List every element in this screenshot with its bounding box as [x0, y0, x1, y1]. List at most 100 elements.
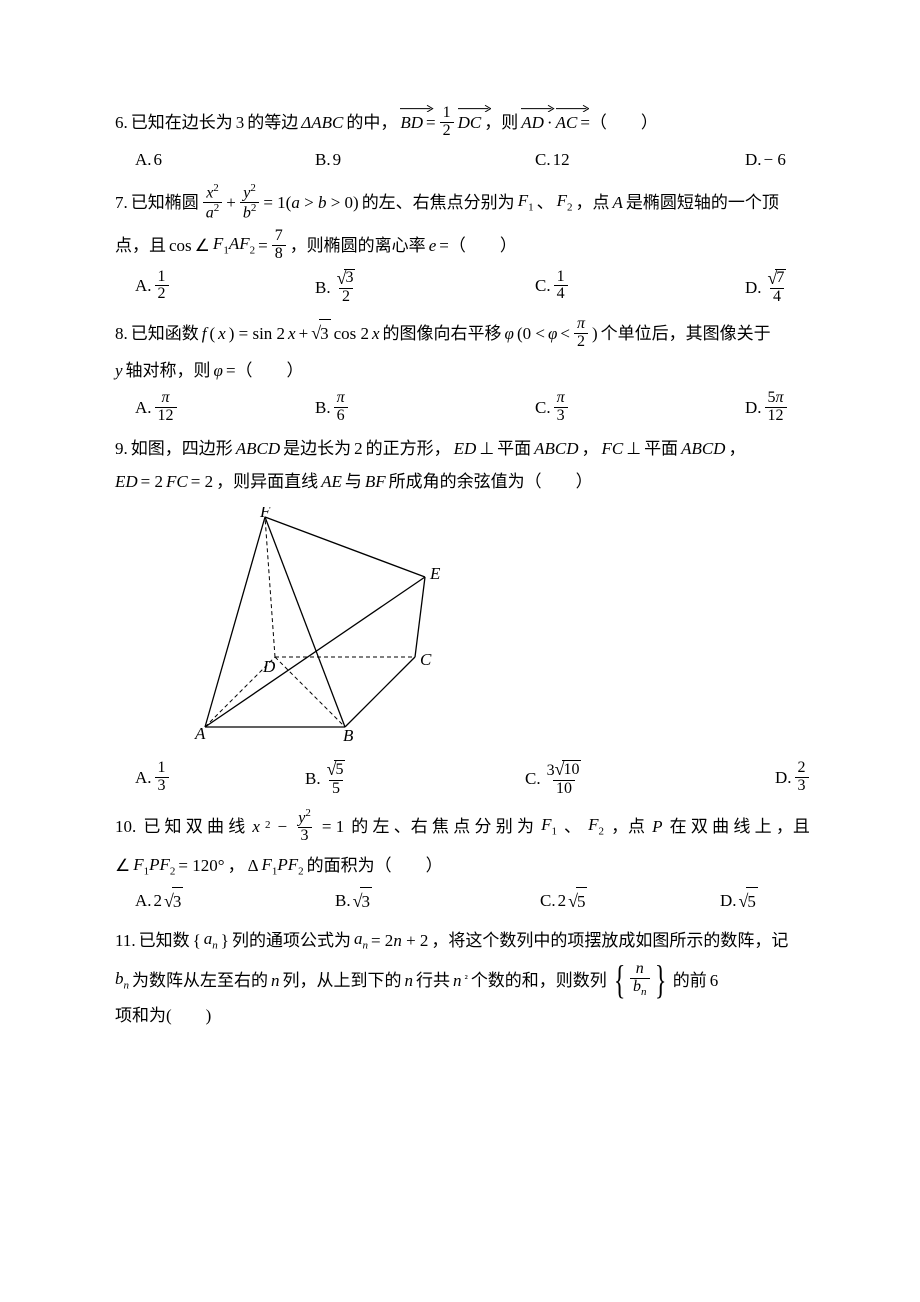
q7-t4: 是椭圆短轴的一个顶	[626, 189, 779, 216]
q7-cos: cos	[169, 232, 192, 259]
q8-fx: f	[202, 320, 207, 347]
q9-opt-a: A. 13	[135, 760, 305, 795]
question-8: 8. 已知函数 f (x) = sin 2x + √3 cos 2x 的图像向右…	[115, 316, 810, 424]
q11-t3: ，将这个数列中的项摆放成如图所示的数阵，记	[431, 927, 788, 954]
q7-options: A. 12 B. √32 C. 14 D. √74	[115, 269, 810, 307]
q9-t1: 如图，四边形	[131, 435, 233, 462]
q8-lp: (0 <	[517, 320, 545, 347]
q8-phi2: φ	[548, 320, 557, 347]
q8-line2: y 轴对称，则 φ =（ ）	[115, 357, 810, 384]
q11-line2: bn 为数阵从左至右的 n 列，从上到下的 n 行共 n² 个数的和，则数列 {…	[115, 961, 810, 1029]
q9-t2: 是边长为	[283, 435, 351, 462]
q8-t3: 个单位后，其图像关于	[601, 320, 771, 347]
q7-opt-b: B. √32	[315, 269, 535, 307]
q11-n3: n	[453, 967, 462, 994]
q10-c2: ，	[228, 852, 245, 879]
q10-t2: 的 左 、右 焦 点 分 别 为	[351, 813, 534, 840]
q8-lt: <	[560, 320, 570, 347]
q6-half: 1 2	[440, 105, 454, 140]
q7-fy: y2 b2	[240, 183, 260, 222]
q9-abcd: ABCD	[236, 435, 280, 462]
q10-t4: 在 双 曲 线 上 ，且	[670, 813, 810, 840]
q7-fx: x2 a2	[203, 183, 223, 222]
q8-sqrt3: √3	[311, 319, 330, 348]
q7-l2a: 点，且	[115, 232, 166, 259]
q11-l2a: 为数阵从左至右的	[132, 967, 268, 994]
label-c: C	[420, 650, 432, 669]
q7-t3: ，点	[575, 189, 609, 216]
q10-c: 、	[564, 813, 581, 840]
q10-f2: F2	[588, 811, 604, 841]
q6-vec-bd: BD	[400, 109, 423, 136]
q11-text: 11. 已知数 {an} 列的通项公式为 an = 2n + 2 ，将这个数列中…	[115, 925, 810, 955]
q6-t2: 的等边	[247, 109, 298, 136]
q10-ang: ∠	[115, 852, 130, 879]
question-7: 7. 已知椭圆 x2 a2 + y2 b2 = 1(a > b > 0) 的左、…	[115, 183, 810, 306]
q7-A: A	[612, 189, 622, 216]
label-e: E	[429, 564, 441, 583]
q10-line2: ∠ F1PF2 = 120° ， ΔF1PF2 的面积为（ ）	[115, 851, 810, 881]
q7-eq: =	[258, 232, 268, 259]
q11-number: 11.	[115, 927, 136, 954]
q6-text: 6. 已知在边长为 3 的等边 ΔABC 的中， BD = 1 2 DC ，则 …	[115, 105, 810, 140]
q9-line2: ED = 2FC = 2 ，则异面直线 AE 与 BF 所成角的余弦值为（ ）	[115, 468, 810, 495]
q8-y: y	[115, 357, 123, 384]
q6-dot: ·	[547, 109, 553, 136]
q10-P: P	[652, 813, 662, 840]
q9-perp2: ⊥	[626, 435, 641, 462]
q10-opt-d: D. √5	[720, 887, 810, 916]
q8-opt-b: B. π6	[315, 390, 535, 425]
q11-lb: {	[193, 927, 201, 954]
q9-opt-b: B. √55	[305, 760, 525, 798]
q7-line2: 点，且 cos ∠ F1AF2 = 7 8 ，则椭圆的离心率 e =（ ）	[115, 228, 810, 263]
q10-x: x	[252, 813, 260, 840]
q10-text: 10. 已 知 双 曲 线 x2 − y2 3 = 1 的 左 、右 焦 点 分…	[115, 808, 810, 845]
q9-ae: AE	[321, 468, 342, 495]
q9-opt-d: D. 23	[775, 760, 810, 795]
question-11: 11. 已知数 {an} 列的通项公式为 an = 2n + 2 ，将这个数列中…	[115, 925, 810, 1029]
q10-options: A. 2√3 B. √3 C. 2√5 D. √5	[115, 887, 810, 916]
q9-opt-c: C. 3√1010	[525, 760, 775, 798]
q9-l2b: ，则异面直线	[216, 468, 318, 495]
question-6: 6. 已知在边长为 3 的等边 ΔABC 的中， BD = 1 2 DC ，则 …	[115, 105, 810, 173]
q7-f1: F1	[518, 187, 534, 217]
q11-l2d: 个数的和，则数列	[471, 967, 607, 994]
q8-rp: )	[592, 320, 598, 347]
label-f: F	[259, 507, 271, 521]
q6-number: 6.	[115, 109, 128, 136]
q11-l2b: 列，从上到下的	[283, 967, 402, 994]
q9-l2c: 与	[345, 468, 362, 495]
q10-eq1: = 1	[322, 813, 344, 840]
q9-bf: BF	[365, 468, 386, 495]
q9-ed: ED	[454, 435, 477, 462]
q6-options: A.6 B.9 C.12 D.− 6	[115, 146, 810, 173]
q8-cos: cos 2	[334, 320, 369, 347]
q7-comma: 、	[537, 189, 554, 216]
q9-options: A. 13 B. √55 C. 3√1010 D. 23	[115, 760, 810, 798]
q11-eq: = 2n + 2	[371, 927, 428, 954]
q10-deg: = 120°	[178, 852, 224, 879]
q9-t3: 的正方形，	[366, 435, 451, 462]
q7-plus: +	[226, 189, 236, 216]
q7-f2: F2	[557, 187, 573, 217]
q6-eq1: =	[426, 109, 436, 136]
q10-number: 10.	[115, 813, 136, 840]
q8-t1: 已知函数	[131, 320, 199, 347]
q8-t2: 的图像向右平移	[383, 320, 502, 347]
q11-an2: an	[354, 925, 368, 955]
q8-opt-d: D. 5π12	[745, 390, 810, 425]
q7-t2: 的左、右焦点分别为	[362, 189, 515, 216]
q6-t1: 已知在边长为	[131, 109, 233, 136]
q7-l2b: ，则椭圆的离心率	[290, 232, 426, 259]
q8-opt-a: A. π12	[135, 390, 315, 425]
q9-number: 9.	[115, 435, 128, 462]
q6-tri: ΔABC	[301, 109, 343, 136]
q6-tail: =（ ）	[580, 109, 658, 136]
q7-opt-a: A. 12	[135, 269, 315, 304]
q9-diagram: F E D C A B	[165, 507, 810, 750]
q9-abcd3: ABCD	[681, 435, 725, 462]
q9-l2d: 所成角的余弦值为（ ）	[389, 468, 593, 495]
q7-ang: ∠	[195, 232, 210, 259]
q10-opt-b: B. √3	[335, 887, 540, 916]
q10-l2c: 的面积为（ ）	[307, 852, 443, 879]
